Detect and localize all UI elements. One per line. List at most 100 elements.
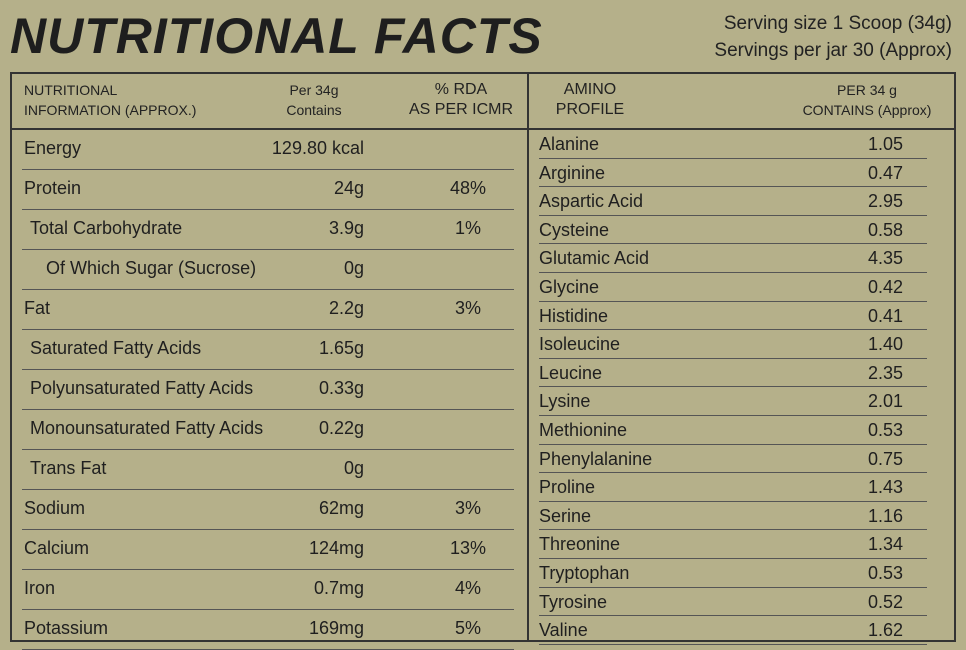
amino-acid-row: Histidine 0.41 [539,302,927,331]
amino-acid-row: Tyrosine 0.52 [539,588,927,617]
nutrient-name: Polyunsaturated Fatty Acids [30,378,254,398]
header-per-34g: Per 34g Contains [286,82,342,118]
amino-acid-name: Cysteine [539,219,610,240]
amino-acid-name: Lysine [539,391,591,412]
nutrient-value: 24g [333,178,364,198]
amino-acid-name: Glycine [539,276,600,297]
amino-acid-name: Tryptophan [539,562,630,583]
amino-acid-name: Isoleucine [539,334,621,355]
nutrient-row: Fat 2.2g 3% [22,290,514,330]
amino-acid-name: Tyrosine [539,591,608,612]
nutrient-row: Iron 0.7mg 4% [22,570,514,610]
amino-acid-value: 2.01 [867,391,903,412]
nutrient-rda: 13% [449,538,487,558]
amino-acid-value: 1.40 [867,334,903,355]
amino-acid-row: Arginine 0.47 [539,159,927,188]
amino-acid-name: Proline [539,477,596,498]
nutrient-value: 0.7mg [313,578,364,598]
nutrient-value: 62mg [318,498,364,518]
nutrient-value: 0g [343,258,364,278]
amino-acid-row: Methionine 0.53 [539,416,927,445]
nutrient-row: Potassium 169mg 5% [22,610,514,650]
nutrient-value: 0.33g [318,378,364,398]
amino-acid-value: 4.35 [867,248,903,269]
amino-acid-name: Leucine [539,362,603,383]
nutrient-row: Calcium 124mg 13% [22,530,514,570]
nutrient-row: Total Carbohydrate 3.9g 1% [22,210,514,250]
amino-acid-row: Cysteine 0.58 [539,216,927,245]
nutrient-value: 3.9g [328,218,364,238]
nutrient-rda: 4% [454,578,481,598]
nutrient-rda: 5% [454,618,481,638]
nutrient-name: Iron [24,578,56,598]
amino-acid-name: Threonine [539,534,621,555]
amino-acid-row: Valine 1.62 [539,616,927,645]
servings-per-jar: Servings per jar 30 (Approx) [714,40,952,61]
nutrient-list: Energy 129.80 kcal Protein 24g 48% Total Carb… [22,130,514,650]
table-header: NUTRITIONAL INFORMATION (APPROX.) Per 34… [12,74,954,130]
nutrient-value: 0g [343,458,364,478]
column-divider [527,74,529,640]
amino-acid-row: Threonine 1.34 [539,530,927,559]
amino-acid-name: Methionine [539,419,628,440]
amino-acid-value: 0.41 [867,305,903,326]
nutrient-name: Energy [24,138,82,158]
amino-acid-value: 0.42 [867,276,903,297]
amino-acid-row: Phenylalanine 0.75 [539,445,927,474]
nutrient-name: Trans Fat [30,458,107,478]
nutrient-row: Saturated Fatty Acids 1.65g [22,330,514,370]
amino-acid-value: 0.75 [867,448,903,469]
nutrient-value: 1.65g [318,338,364,358]
nutrient-name: Total Carbohydrate [30,218,183,238]
nutrient-value: 129.80 kcal [271,138,364,158]
amino-acid-name: Phenylalanine [539,448,653,469]
amino-acid-name: Alanine [539,134,600,154]
amino-acid-value: 0.53 [867,562,903,583]
nutrient-row: Sodium 62mg 3% [22,490,514,530]
amino-acid-name: Aspartic Acid [539,191,644,212]
amino-acid-row: Proline 1.43 [539,473,927,502]
amino-acid-value: 1.62 [867,620,903,641]
nutrient-rda: 1% [454,218,481,238]
amino-acid-name: Serine [539,505,592,526]
amino-acid-value: 1.43 [867,477,903,498]
header-nutritional-info: NUTRITIONAL INFORMATION (APPROX.) [24,82,197,118]
nutrient-value: 169mg [308,618,364,638]
serving-size: Serving size 1 Scoop (34g) [723,13,952,34]
serving-info: Serving size 1 Scoop (34g) Servings per … [714,10,952,64]
nutrient-name: Fat [24,298,51,318]
amino-acid-name: Glutamic Acid [539,248,650,269]
amino-acid-value: 1.16 [867,505,903,526]
amino-acid-name: Histidine [539,305,609,326]
nutrient-name: Saturated Fatty Acids [30,338,202,358]
amino-acid-value: 2.95 [867,191,903,212]
nutrition-table: NUTRITIONAL INFORMATION (APPROX.) Per 34… [10,72,956,650]
amino-acid-value: 0.58 [867,219,903,240]
amino-acid-value: 1.34 [867,534,903,555]
nutrient-row: Of Which Sugar (Sucrose) 0g [22,250,514,290]
amino-acid-value: 2.35 [867,362,903,383]
nutrient-name: Potassium [24,618,109,638]
header-rda: % RDA AS PER ICMR [408,81,513,118]
nutrient-name: Protein [24,178,82,198]
amino-acid-row: Lysine 2.01 [539,387,927,416]
header-per-34g-approx: PER 34 g CONTAINS (Approx) [802,82,932,118]
nutrient-row: Protein 24g 48% [22,170,514,210]
nutrient-name: Monounsaturated Fatty Acids [30,418,264,438]
amino-acid-value: 1.05 [867,134,903,154]
amino-acid-row: Leucine 2.35 [539,359,927,388]
amino-acid-row: Alanine 1.05 [539,130,927,159]
nutrient-name: Of Which Sugar (Sucrose) [46,258,257,278]
nutrient-row: Polyunsaturated Fatty Acids 0.33g [22,370,514,410]
amino-acid-row: Aspartic Acid 2.95 [539,187,927,216]
amino-acid-row: Tryptophan 0.53 [539,559,927,588]
nutrient-name: Sodium [24,498,86,518]
amino-acid-name: Arginine [539,162,606,183]
nutrient-value: 0.22g [318,418,364,438]
nutrient-name: Calcium [24,538,90,558]
amino-acid-row: Serine 1.16 [539,502,927,531]
nutrient-rda: 3% [454,298,481,318]
nutrient-value: 124mg [308,538,364,558]
nutrient-rda: 3% [454,498,481,518]
amino-acid-name: Valine [539,620,588,641]
